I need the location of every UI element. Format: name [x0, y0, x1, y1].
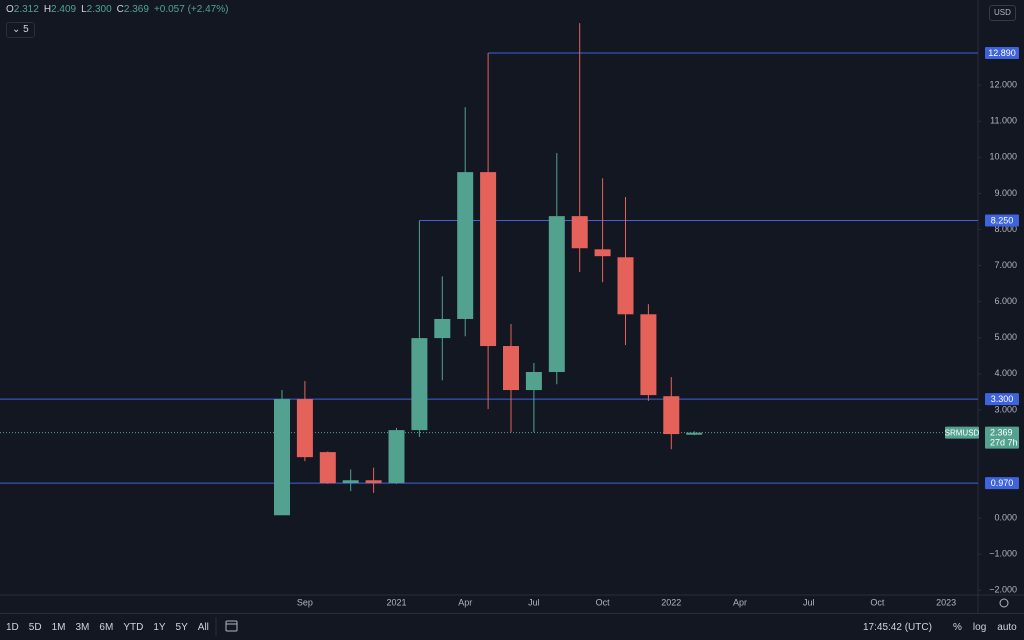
- calendar-icon[interactable]: [225, 620, 238, 632]
- range-button[interactable]: All: [197, 622, 209, 633]
- x-tick-label: 2022: [661, 597, 681, 607]
- ohlc-value: 2.409: [51, 4, 77, 15]
- x-tick-label: 2023: [936, 597, 956, 607]
- scale-options: % log auto: [953, 622, 1017, 633]
- x-tick-label: Sep: [297, 597, 313, 607]
- interval-badge[interactable]: ⌄ 5: [6, 22, 35, 38]
- candle-body: [434, 318, 451, 339]
- candle-body: [342, 480, 359, 484]
- range-button[interactable]: 1D: [6, 622, 19, 633]
- range-button[interactable]: 3M: [75, 622, 90, 633]
- candle-body: [503, 346, 519, 391]
- candle-body: [388, 430, 405, 484]
- x-tick-label: 2021: [386, 597, 406, 607]
- range-button[interactable]: 5Y: [175, 622, 188, 633]
- y-tick-label: 3.000: [994, 404, 1017, 414]
- range-button[interactable]: YTD: [123, 622, 144, 633]
- price-label: 0.970: [991, 478, 1014, 488]
- candle-body: [594, 249, 611, 257]
- x-tick-label: Jul: [528, 597, 540, 607]
- settings-icon[interactable]: [999, 598, 1009, 608]
- y-tick-label: 4.000: [994, 368, 1017, 378]
- y-tick-label: 8.000: [994, 224, 1017, 234]
- x-tick-label: Oct: [870, 597, 885, 607]
- x-tick-label: Jul: [803, 597, 815, 607]
- last-price-label: 2.369: [990, 428, 1013, 438]
- bottom-toolbar: 1D 5D 1M 3M 6M YTD 1Y 5Y All 17:45:42 (UTC) % log…: [0, 613, 1024, 640]
- countdown-label: 27d 7h: [990, 438, 1018, 448]
- candle-body: [296, 399, 313, 458]
- ohlc-label: C: [116, 4, 124, 15]
- range-button[interactable]: 5D: [28, 622, 42, 633]
- y-tick-label: 9.000: [994, 188, 1017, 198]
- candle-body: [617, 257, 634, 315]
- y-tick-label: 12.000: [989, 80, 1017, 90]
- price-label-box: [985, 47, 1019, 60]
- y-tick-label: 11.000: [990, 116, 1017, 126]
- y-tick-label: −2.000: [989, 585, 1017, 595]
- price-label: 8.250: [991, 215, 1014, 225]
- candle-body: [274, 399, 290, 516]
- ohlc-value: 2.369: [123, 4, 149, 15]
- y-tick-label: 5.000: [994, 332, 1017, 342]
- candle-body: [457, 172, 474, 319]
- range-button[interactable]: 1M: [51, 622, 66, 633]
- x-tick-label: Apr: [458, 597, 472, 607]
- interval: 5: [23, 24, 29, 35]
- ohlc-header: O 2.312 H 2.409 L 2.300 C 2.369 +0.057 (+2.47%): [6, 4, 233, 15]
- ohlc-value: 2.300: [86, 4, 112, 15]
- scale-option[interactable]: %: [953, 622, 962, 633]
- scale-option[interactable]: log: [972, 622, 987, 633]
- y-tick-label: 7.000: [994, 260, 1017, 270]
- y-tick-label: 6.000: [994, 296, 1017, 306]
- price-label-box: [985, 477, 1019, 490]
- price-label: 3.300: [991, 394, 1014, 404]
- scale-option[interactable]: auto: [997, 622, 1017, 633]
- candle-body: [686, 432, 703, 435]
- candle-body: [365, 480, 382, 484]
- candle-body: [411, 338, 428, 431]
- last-price-box: [985, 426, 1019, 449]
- clock: 17:45:42 (UTC): [863, 622, 932, 633]
- ohlc-label: H: [43, 4, 52, 15]
- range-button[interactable]: 6M: [99, 622, 114, 633]
- candle-body: [640, 314, 657, 396]
- x-tick-label: Oct: [596, 597, 611, 607]
- ohlc-value: 2.312: [13, 4, 39, 15]
- symbol-label: SRMUSD: [945, 428, 980, 437]
- price-label-box: [985, 393, 1019, 406]
- range-buttons: 1D 5D 1M 3M 6M YTD 1Y 5Y All: [6, 622, 209, 633]
- range-button[interactable]: 1Y: [153, 622, 166, 633]
- currency-select[interactable]: USD: [989, 5, 1016, 21]
- y-tick-label: 10.000: [989, 152, 1017, 162]
- candle-body: [319, 452, 336, 484]
- x-tick-label: Apr: [733, 597, 747, 607]
- change: +0.057 (+2.47%): [153, 4, 229, 15]
- candle-body: [571, 216, 588, 249]
- y-tick-label: 0.000: [994, 513, 1017, 523]
- candle-body: [525, 372, 542, 391]
- price-label-box: [985, 214, 1019, 227]
- symbol-box: [945, 426, 979, 439]
- y-tick-label: −1.000: [989, 549, 1017, 559]
- ohlc-label: L: [81, 4, 87, 15]
- candle-body: [480, 172, 497, 347]
- price-label: 12.890: [988, 48, 1016, 58]
- candle-body: [663, 396, 680, 435]
- candle-body: [548, 216, 565, 373]
- ohlc-label: O: [6, 4, 14, 15]
